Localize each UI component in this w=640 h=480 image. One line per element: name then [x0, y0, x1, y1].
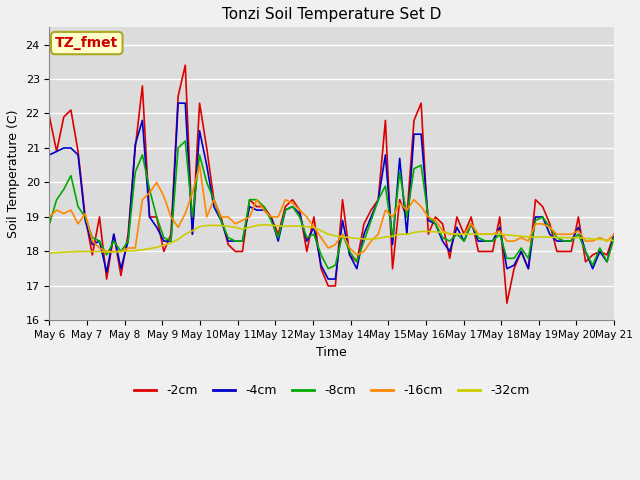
Legend: -2cm, -4cm, -8cm, -16cm, -32cm: -2cm, -4cm, -8cm, -16cm, -32cm: [129, 379, 535, 402]
Title: Tonzi Soil Temperature Set D: Tonzi Soil Temperature Set D: [222, 7, 442, 22]
Text: TZ_fmet: TZ_fmet: [55, 36, 118, 50]
Y-axis label: Soil Temperature (C): Soil Temperature (C): [7, 109, 20, 238]
X-axis label: Time: Time: [316, 346, 347, 359]
